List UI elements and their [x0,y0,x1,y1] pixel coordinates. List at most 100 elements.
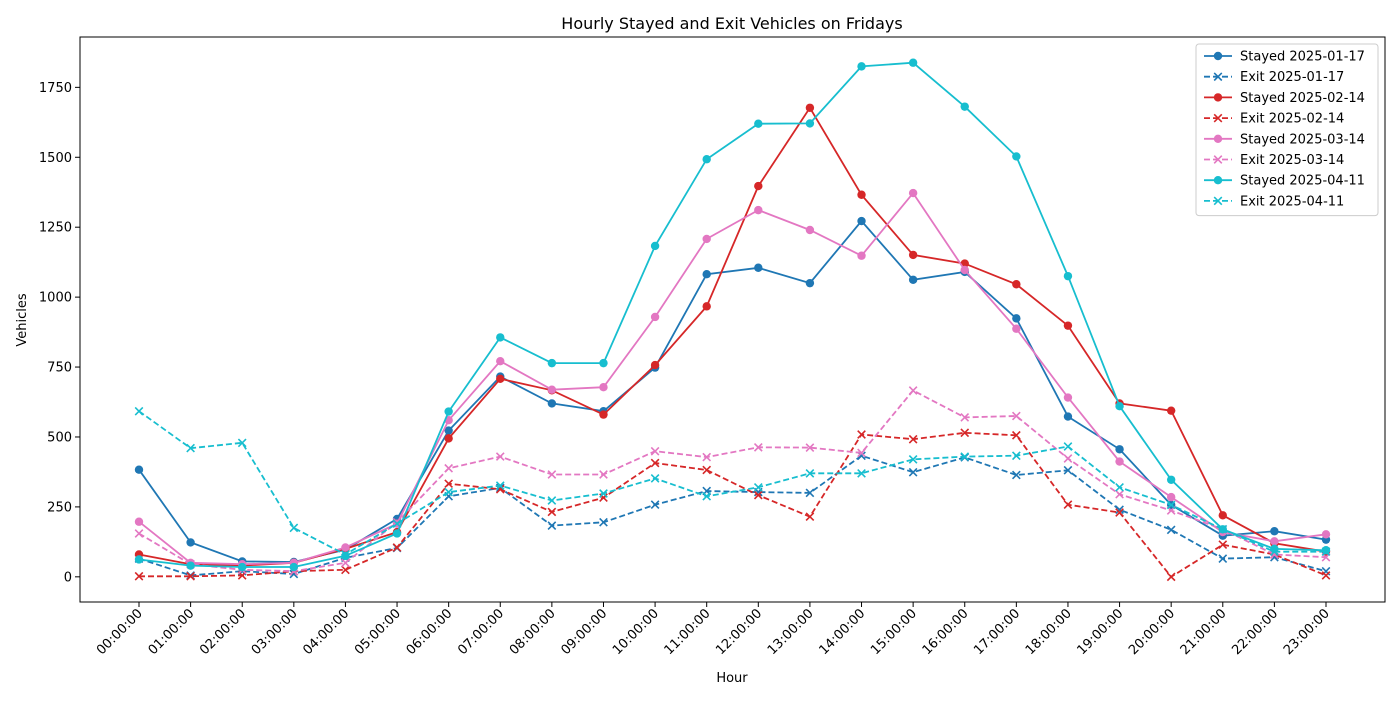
series-7 [134,406,1331,559]
data-point [960,413,970,422]
y-tick-label: 1750 [39,81,72,96]
data-point [134,571,144,581]
data-point [1012,280,1021,289]
y-tick-label: 250 [47,500,72,515]
data-point [1321,530,1331,539]
data-point [754,205,763,215]
data-point [599,410,608,419]
data-point [857,468,866,478]
data-point [392,529,402,538]
data-point [908,434,918,444]
data-point [805,443,815,452]
x-tick-label: 06:00:00 [404,606,456,658]
legend-marker [1213,155,1223,164]
data-point [547,507,557,517]
legend-item: Exit 2025-01-17 [1204,70,1344,85]
data-point [496,356,505,366]
data-point [186,443,195,453]
data-point [1012,152,1021,161]
data-point [134,517,144,526]
data-point [650,458,660,468]
data-point [805,278,815,288]
data-point [1063,321,1073,330]
x-tick-label: 07:00:00 [455,606,507,658]
x-tick-label: 08:00:00 [507,606,559,658]
data-point [341,565,350,575]
y-tick-label: 500 [47,430,72,445]
legend-label: Exit 2025-04-11 [1240,194,1344,209]
data-point [805,488,815,498]
y-tick-label: 750 [47,361,72,376]
data-point [650,360,660,370]
x-tick-label: 03:00:00 [249,606,301,658]
data-point [908,188,918,198]
x-tick-label: 09:00:00 [558,606,610,658]
data-point [134,406,144,416]
x-tick-label: 04:00:00 [300,606,352,658]
data-point [908,386,918,395]
x-tick-label: 02:00:00 [197,606,249,658]
data-point [444,426,453,435]
data-point [857,251,866,260]
data-point [1321,571,1331,580]
data-point [650,474,660,483]
series-5 [134,386,1331,576]
legend-item: Exit 2025-02-14 [1204,112,1344,127]
series-3 [134,428,1331,582]
legend-marker [1213,51,1223,61]
legend-label: Exit 2025-03-14 [1240,153,1344,168]
data-point [1063,454,1073,463]
y-tick-label: 0 [64,570,72,585]
data-point [186,538,195,547]
data-point [857,448,866,458]
data-point [702,452,712,462]
data-point [599,517,608,527]
data-point [1012,314,1021,323]
data-point [1270,537,1279,546]
data-point [547,496,557,505]
x-tick-label: 13:00:00 [765,606,817,658]
data-point [1063,442,1073,451]
series-line [138,389,1327,573]
data-point [341,550,350,559]
legend-item: Exit 2025-04-11 [1204,194,1344,209]
data-point [753,442,763,452]
data-point [547,358,557,368]
data-point [1321,546,1331,555]
data-point [547,385,557,394]
data-point [1115,445,1124,454]
data-point [908,275,918,284]
data-point [547,470,557,479]
data-point [1218,540,1228,550]
legend-item: Stayed 2025-02-14 [1204,91,1365,106]
series-layer [134,58,1331,582]
data-point [496,374,505,383]
x-tick-label: 18:00:00 [1023,606,1075,658]
data-point [1063,412,1073,421]
legend-label: Stayed 2025-04-11 [1240,174,1365,189]
data-point [702,155,711,164]
data-point [908,58,918,67]
x-axis-label: Hour [716,671,748,686]
y-tick-label: 1250 [39,221,72,236]
data-point [960,428,970,438]
data-point [1063,500,1073,510]
data-point [238,562,247,572]
series-6 [134,58,1331,572]
data-point [702,302,711,311]
data-point [650,241,660,251]
plot-frame [79,36,1386,603]
x-tick-label: 23:00:00 [1281,606,1333,658]
data-point [186,561,195,570]
data-point [444,487,454,497]
data-point [753,490,763,500]
data-point [805,512,815,522]
legend-marker [1213,176,1223,185]
x-tick-label: 01:00:00 [146,606,198,658]
x-tick-label: 00:00:00 [94,606,146,658]
legend-marker [1213,196,1223,206]
data-point [702,269,711,279]
series-0 [134,216,1331,567]
data-point [134,555,144,564]
